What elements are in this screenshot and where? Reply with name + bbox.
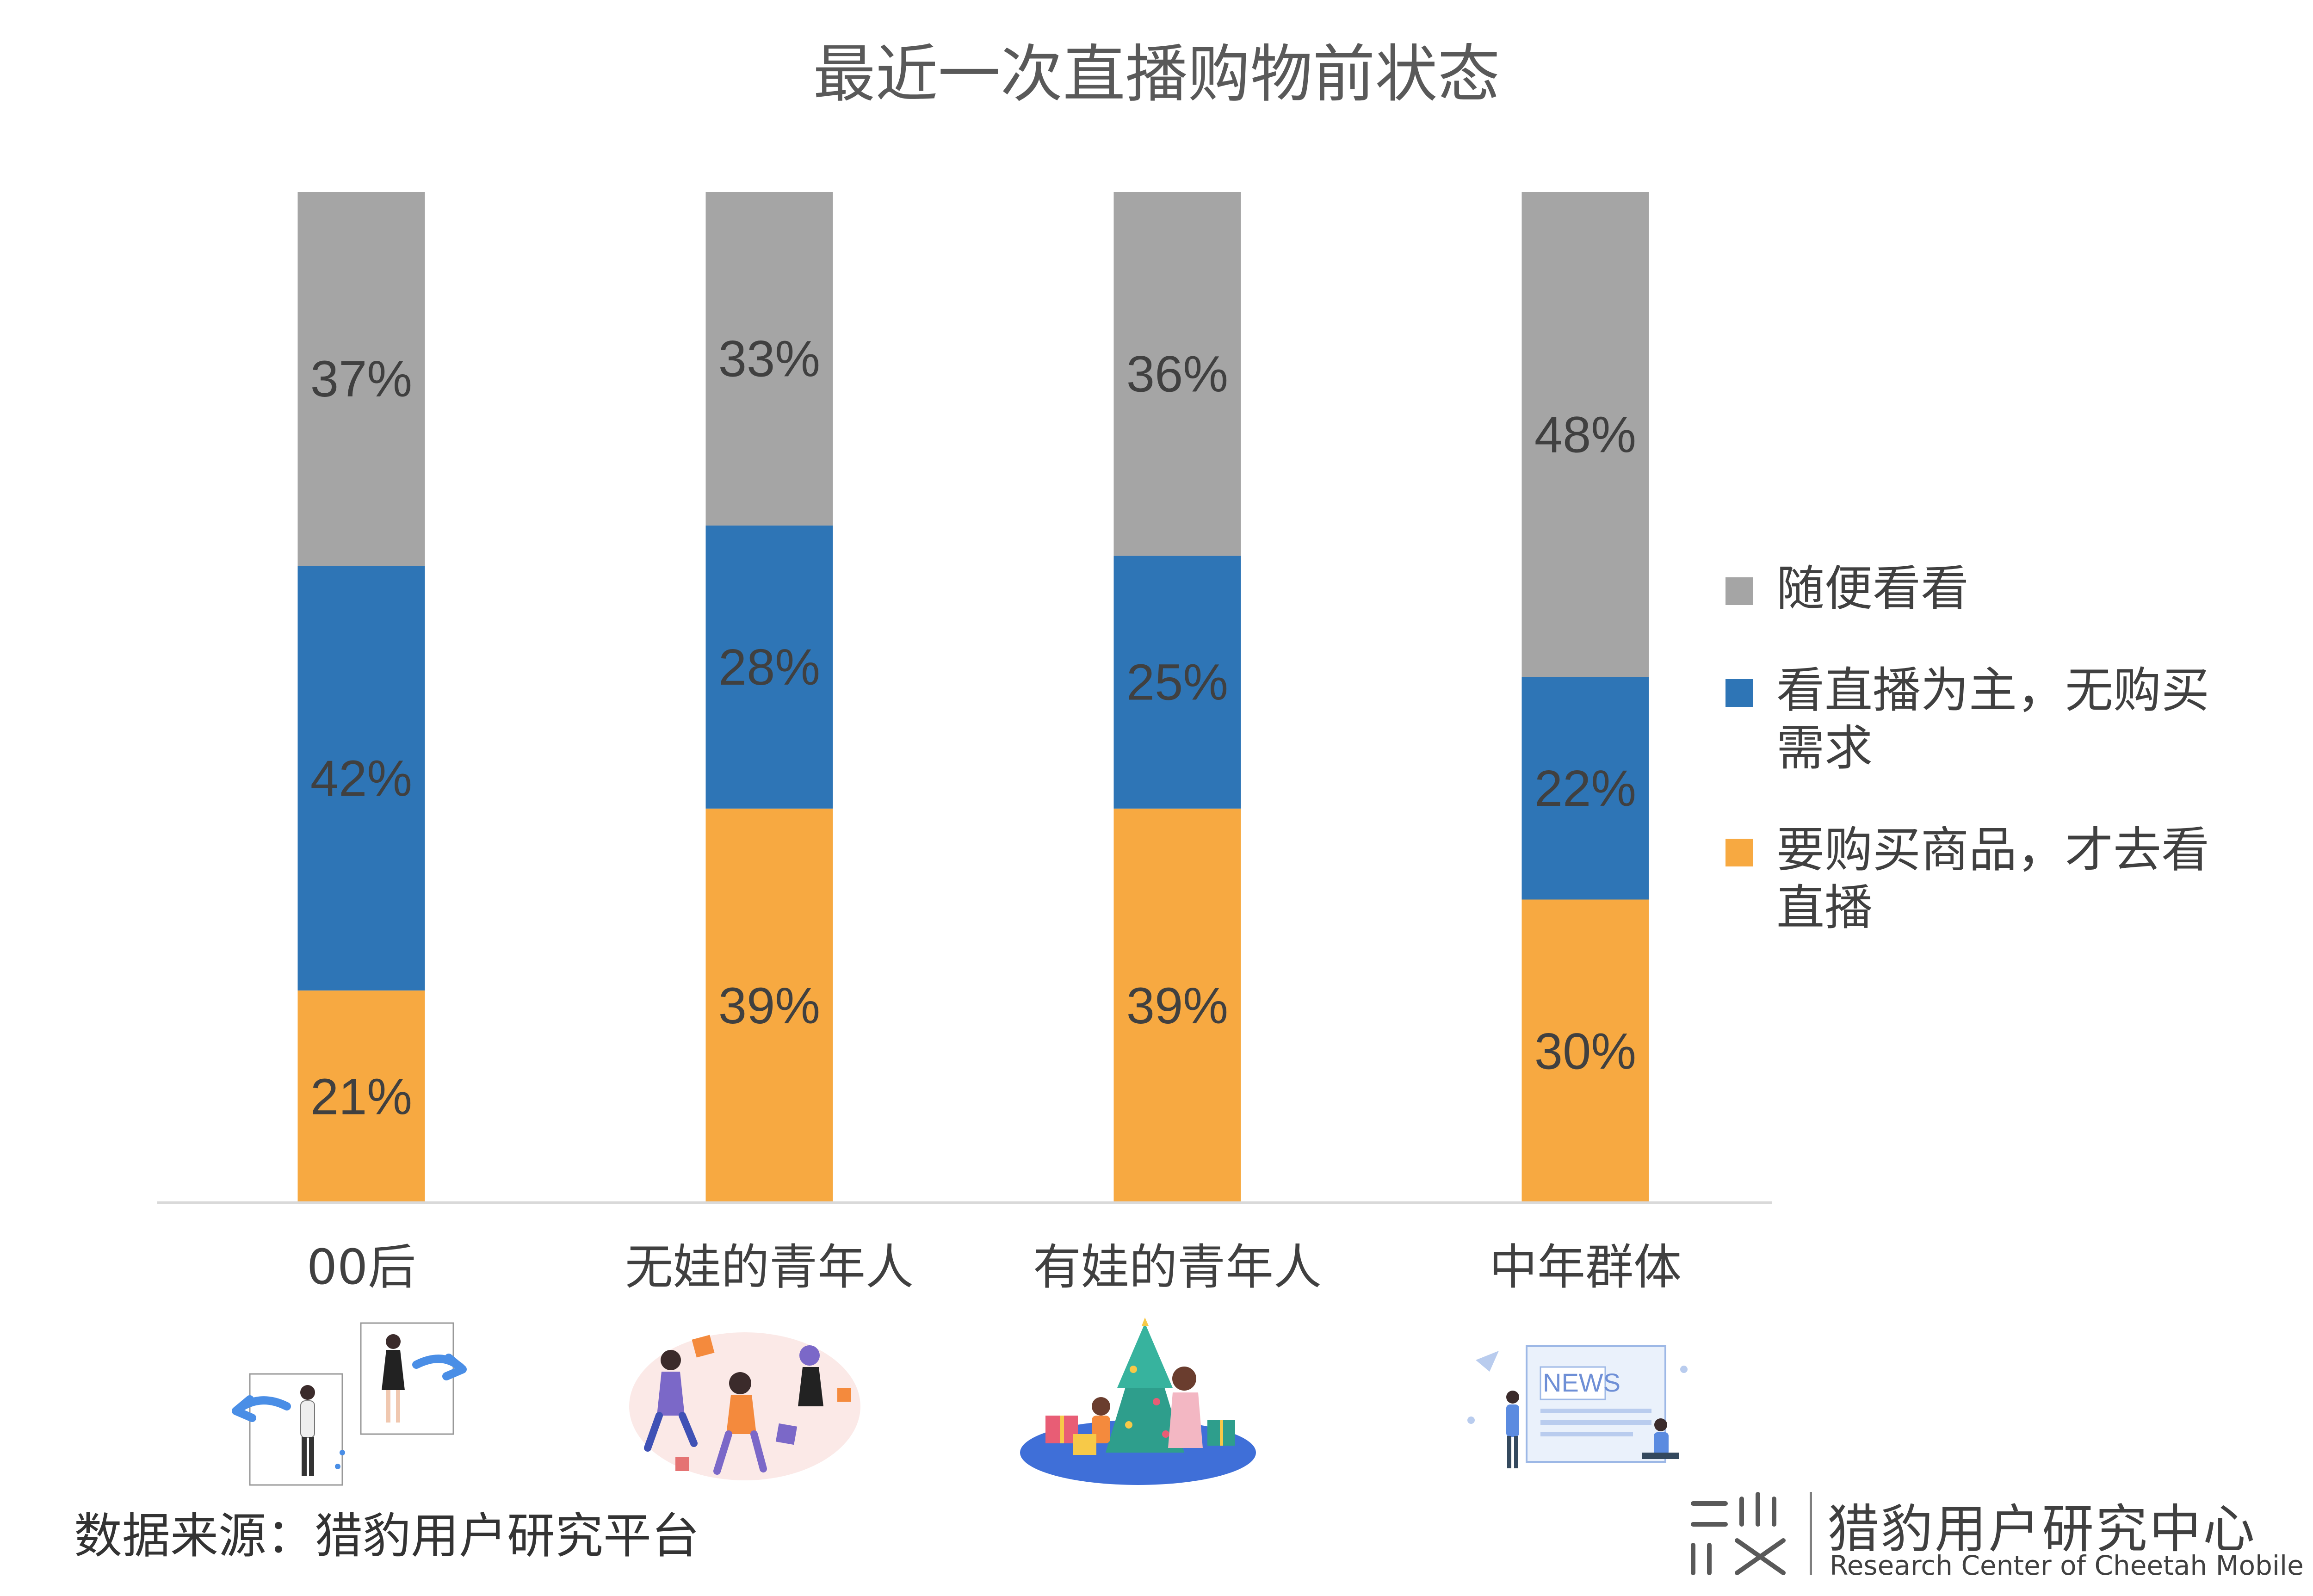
data-label: 39% bbox=[1126, 977, 1228, 1034]
bar-segment-buy-intent bbox=[297, 990, 425, 1203]
bar-segment-buy-intent bbox=[1113, 808, 1241, 1203]
legend-label-cont: 需求 bbox=[1776, 720, 1873, 776]
news-sign-text: NEWS bbox=[1543, 1368, 1620, 1397]
chart-legend: 随便看看 看直播为主，无购买 需求 要购买商品，才去看 直播 bbox=[1725, 560, 2281, 981]
celebrating-shoppers-illustration bbox=[629, 1332, 860, 1480]
data-label: 37% bbox=[310, 351, 412, 408]
data-label: 48% bbox=[1534, 406, 1636, 463]
bar-segment-casual bbox=[705, 192, 833, 526]
x-tick-label: 中年群体 bbox=[1489, 1239, 1682, 1295]
news-reading-illustration: NEWS bbox=[1467, 1345, 1688, 1468]
data-label: 28% bbox=[718, 639, 820, 696]
data-label: 30% bbox=[1534, 1023, 1636, 1080]
brand-name-english: Research Center of Cheetah Mobile bbox=[1830, 1550, 2304, 1581]
bar-segment-watch-only bbox=[297, 566, 425, 991]
legend-item-casual: 随便看看 bbox=[1725, 560, 2281, 618]
legend-swatch-icon bbox=[1725, 839, 1753, 866]
data-label: 33% bbox=[718, 331, 820, 388]
x-tick-label: 有娃的青年人 bbox=[1033, 1239, 1322, 1295]
bar-segment-casual bbox=[1521, 192, 1649, 677]
data-label: 39% bbox=[718, 977, 820, 1034]
data-label: 42% bbox=[310, 750, 412, 807]
family-christmas-tree-illustration bbox=[1020, 1318, 1256, 1485]
legend-swatch-icon bbox=[1725, 577, 1753, 605]
data-label: 22% bbox=[1534, 760, 1636, 817]
brand-name-chinese: 猎豹用户研究中心 bbox=[1827, 1499, 2257, 1559]
bar-segment-casual bbox=[297, 192, 425, 566]
bar-segment-buy-intent bbox=[1521, 899, 1649, 1203]
legend-item-watch-only: 看直播为主，无购买 需求 bbox=[1725, 662, 2281, 777]
bar-segment-watch-only bbox=[705, 526, 833, 809]
data-source-note: 数据来源：猎豹用户研究平台 bbox=[74, 1508, 700, 1564]
data-label: 36% bbox=[1126, 346, 1228, 402]
cheetah-research-logo-icon bbox=[1691, 1492, 1786, 1575]
couple-pointing-arrows-illustration bbox=[232, 1322, 467, 1486]
legend-label: 随便看看 bbox=[1776, 560, 1969, 617]
legend-label: 要购买商品，才去看 bbox=[1776, 822, 2210, 878]
legend-swatch-icon bbox=[1725, 679, 1753, 707]
brand-divider bbox=[1810, 1492, 1812, 1575]
chart-title: 最近一次直播购物前状态 bbox=[813, 38, 1500, 111]
legend-label: 看直播为主，无购买 bbox=[1776, 662, 2210, 718]
x-tick-label: 00后 bbox=[307, 1239, 416, 1295]
legend-label-cont: 直播 bbox=[1776, 879, 1873, 936]
data-label: 21% bbox=[310, 1069, 412, 1126]
bar-segment-watch-only bbox=[1113, 556, 1241, 809]
x-tick-label: 无娃的青年人 bbox=[625, 1239, 914, 1295]
bar-segment-buy-intent bbox=[705, 808, 833, 1203]
brand-logo: 猎豹用户研究中心 Research Center of Cheetah Mobi… bbox=[1688, 1480, 2304, 1582]
legend-item-buy-intent: 要购买商品，才去看 直播 bbox=[1725, 821, 2281, 937]
data-label: 25% bbox=[1126, 654, 1228, 711]
bar-segment-casual bbox=[1113, 192, 1241, 556]
bar-segment-watch-only bbox=[1521, 677, 1649, 900]
